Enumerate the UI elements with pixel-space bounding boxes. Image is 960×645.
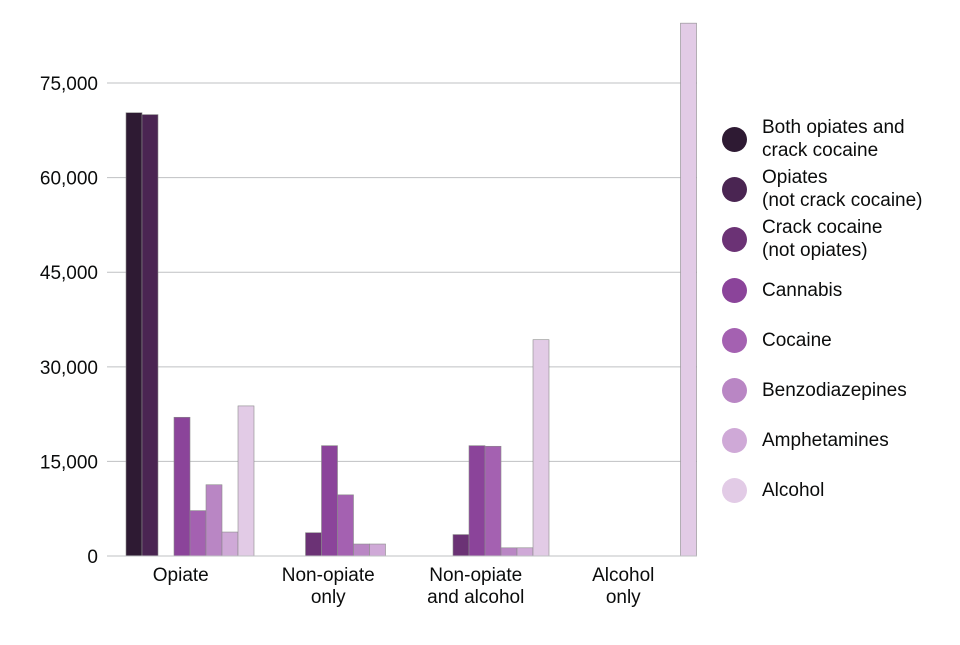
bar	[369, 543, 386, 557]
bar	[532, 339, 550, 557]
bar	[468, 445, 486, 557]
legend-swatch	[722, 226, 747, 252]
legend-item: Benzodiazepines	[722, 377, 907, 403]
legend-label: Cannabis	[762, 279, 843, 301]
bars	[125, 22, 697, 557]
bar	[680, 22, 697, 557]
y-tick-label: 0	[87, 547, 98, 568]
bar	[125, 112, 143, 557]
bar	[337, 494, 354, 557]
legend-item: Opiates (not crack cocaine)	[722, 166, 923, 212]
bar	[353, 543, 370, 557]
legend-label: Cocaine	[762, 329, 832, 351]
bar	[237, 405, 255, 557]
legend-item: Cannabis	[722, 277, 843, 303]
y-tick-label: 60,000	[40, 169, 98, 190]
legend-item: Both opiates and crack cocaine	[722, 116, 905, 162]
legend-swatch	[722, 176, 747, 202]
legend-label: Both opiates and crack cocaine	[762, 117, 905, 161]
legend-swatch	[722, 477, 747, 503]
legend-label: Opiates (not crack cocaine)	[762, 167, 923, 211]
bar	[452, 534, 470, 557]
legend-item: Alcohol	[722, 477, 825, 503]
legend-swatch	[722, 377, 747, 403]
bar	[189, 510, 207, 557]
legend-item: Crack cocaine (not opiates)	[722, 216, 882, 262]
y-axis-ticks: 0 15,000 30,000 45,000 60,000 75,000	[40, 74, 98, 568]
x-tick-label: Alcohol only	[592, 565, 654, 608]
bar	[221, 531, 239, 557]
bar	[500, 547, 518, 557]
y-tick-label: 45,000	[40, 263, 98, 284]
bar	[516, 547, 534, 557]
gridlines	[107, 82, 697, 462]
bar	[205, 484, 223, 557]
x-axis: Opiate Non-opiate only Non-opiate and alcoho…	[107, 555, 697, 608]
legend-swatch	[722, 126, 747, 152]
legend-swatch	[722, 327, 747, 353]
legend-label: Alcohol	[762, 479, 825, 501]
x-tick-label: Opiate	[153, 565, 209, 586]
legend-label: Benzodiazepines	[762, 379, 907, 401]
y-tick-label: 15,000	[40, 452, 98, 473]
y-tick-label: 30,000	[40, 358, 98, 379]
bar	[321, 445, 338, 557]
bar	[484, 445, 502, 557]
y-tick-label: 75,000	[40, 74, 98, 95]
bar	[141, 114, 159, 557]
legend-label: Amphetamines	[762, 429, 889, 451]
legend-item: Amphetamines	[722, 427, 889, 453]
legend-label: Crack cocaine (not opiates)	[762, 217, 883, 261]
bar	[305, 532, 322, 557]
legend-swatch	[722, 427, 747, 453]
legend-item: Cocaine	[722, 327, 832, 353]
legend-swatch	[722, 277, 747, 303]
x-tick-label: Non-opiate and alcohol	[427, 565, 524, 608]
bar	[173, 416, 191, 557]
x-tick-label: Non-opiate only	[282, 565, 375, 608]
